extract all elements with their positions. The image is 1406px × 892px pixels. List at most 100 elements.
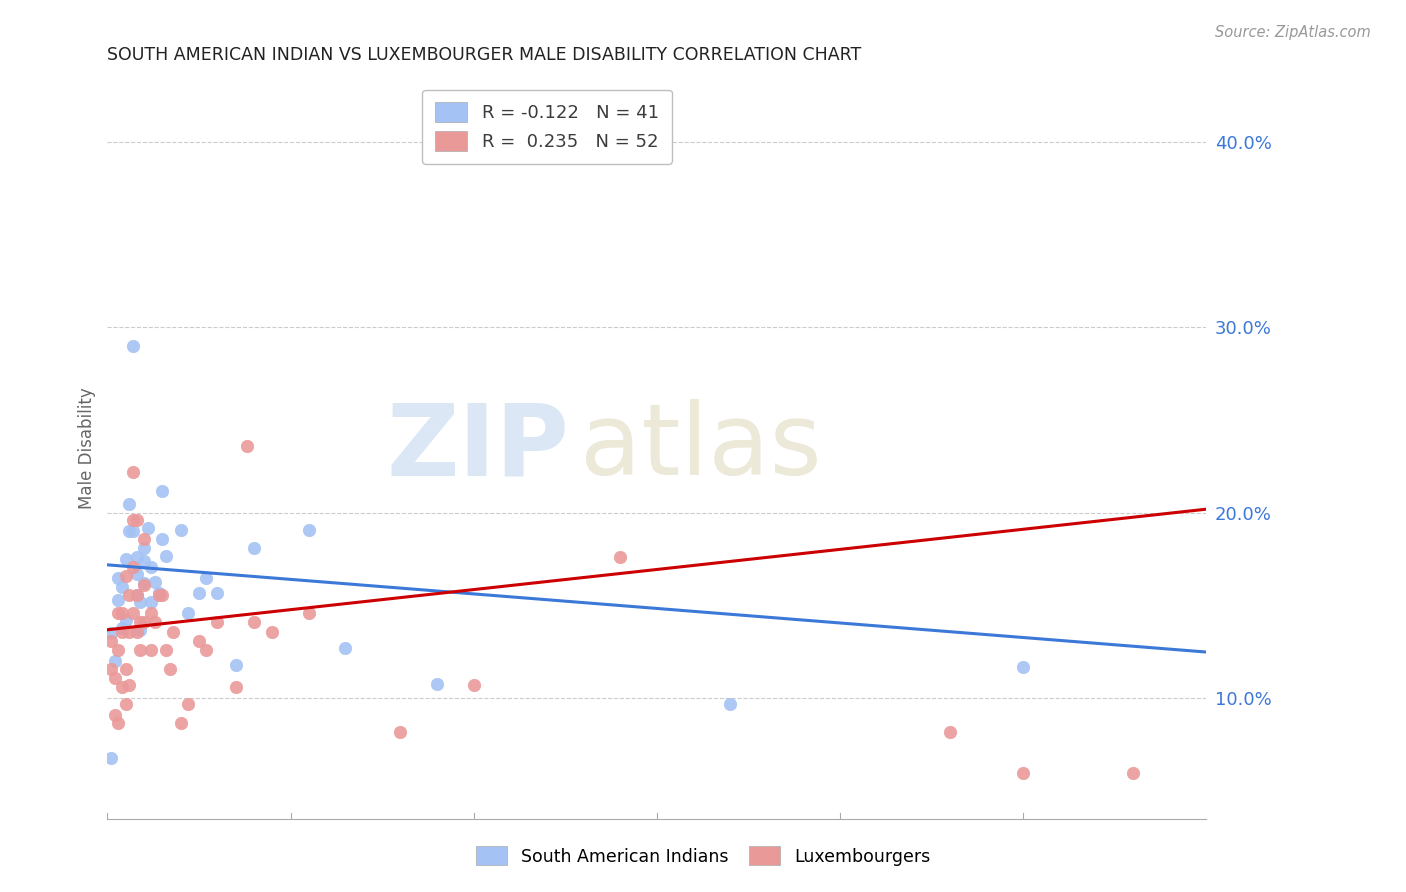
Point	[129, 615, 152, 630]
Point	[132, 576, 155, 591]
Point	[463, 678, 485, 692]
Point	[177, 697, 200, 711]
Text: atlas: atlas	[579, 400, 821, 497]
Point	[148, 585, 170, 599]
Point	[426, 676, 449, 690]
Point	[118, 588, 141, 602]
Point	[298, 523, 321, 537]
Point	[609, 550, 631, 565]
Point	[143, 574, 166, 589]
Point	[141, 595, 163, 609]
Point	[118, 624, 141, 639]
Point	[225, 681, 247, 695]
Point	[143, 615, 166, 630]
Point	[129, 595, 152, 609]
Point	[159, 662, 181, 676]
Point	[125, 567, 148, 582]
Point	[939, 724, 962, 739]
Point	[132, 532, 155, 546]
Point	[207, 585, 229, 599]
Point	[100, 626, 122, 640]
Point	[122, 513, 145, 527]
Point	[111, 621, 134, 635]
Point	[150, 532, 173, 546]
Point	[104, 654, 127, 668]
Text: Source: ZipAtlas.com: Source: ZipAtlas.com	[1215, 25, 1371, 40]
Point	[132, 541, 155, 556]
Point	[107, 571, 129, 585]
Point	[235, 439, 257, 453]
Point	[118, 678, 141, 692]
Point	[155, 549, 177, 563]
Point	[195, 643, 218, 657]
Point	[188, 634, 211, 648]
Point	[122, 524, 145, 539]
Point	[141, 606, 163, 620]
Point	[100, 634, 122, 648]
Point	[132, 554, 155, 568]
Point	[125, 588, 148, 602]
Point	[150, 588, 173, 602]
Point	[195, 571, 218, 585]
Point	[104, 671, 127, 685]
Point	[188, 585, 211, 599]
Point	[122, 339, 145, 353]
Point	[114, 552, 136, 566]
Point	[107, 593, 129, 607]
Point	[111, 681, 134, 695]
Point	[1012, 660, 1035, 674]
Point	[243, 615, 266, 630]
Point	[107, 643, 129, 657]
Point	[114, 697, 136, 711]
Point	[177, 606, 200, 620]
Point	[207, 615, 229, 630]
Legend: R = -0.122   N = 41, R =  0.235   N = 52: R = -0.122 N = 41, R = 0.235 N = 52	[422, 89, 672, 164]
Point	[132, 615, 155, 630]
Point	[118, 497, 141, 511]
Point	[122, 465, 145, 479]
Text: ZIP: ZIP	[387, 400, 569, 497]
Point	[169, 523, 191, 537]
Point	[111, 580, 134, 594]
Point	[136, 521, 159, 535]
Point	[141, 559, 163, 574]
Point	[389, 724, 412, 739]
Point	[100, 662, 122, 676]
Point	[132, 578, 155, 592]
Point	[148, 588, 170, 602]
Point	[129, 623, 152, 637]
Point	[125, 550, 148, 565]
Point	[104, 708, 127, 723]
Point	[125, 513, 148, 527]
Point	[162, 624, 184, 639]
Point	[122, 606, 145, 620]
Point	[1122, 765, 1144, 780]
Text: SOUTH AMERICAN INDIAN VS LUXEMBOURGER MALE DISABILITY CORRELATION CHART: SOUTH AMERICAN INDIAN VS LUXEMBOURGER MA…	[107, 46, 862, 64]
Point	[100, 751, 122, 765]
Point	[111, 606, 134, 620]
Point	[125, 624, 148, 639]
Point	[262, 624, 284, 639]
Point	[718, 697, 741, 711]
Point	[129, 643, 152, 657]
Point	[155, 643, 177, 657]
Point	[243, 541, 266, 556]
Point	[114, 569, 136, 583]
Point	[141, 643, 163, 657]
Legend: South American Indians, Luxembourgers: South American Indians, Luxembourgers	[468, 839, 938, 872]
Point	[298, 606, 321, 620]
Point	[335, 641, 357, 656]
Point	[169, 715, 191, 730]
Point	[122, 559, 145, 574]
Point	[118, 524, 141, 539]
Point	[114, 614, 136, 628]
Point	[107, 715, 129, 730]
Point	[114, 662, 136, 676]
Point	[150, 483, 173, 498]
Y-axis label: Male Disability: Male Disability	[79, 387, 96, 508]
Point	[1012, 765, 1035, 780]
Point	[111, 624, 134, 639]
Point	[107, 606, 129, 620]
Point	[125, 588, 148, 602]
Point	[225, 658, 247, 673]
